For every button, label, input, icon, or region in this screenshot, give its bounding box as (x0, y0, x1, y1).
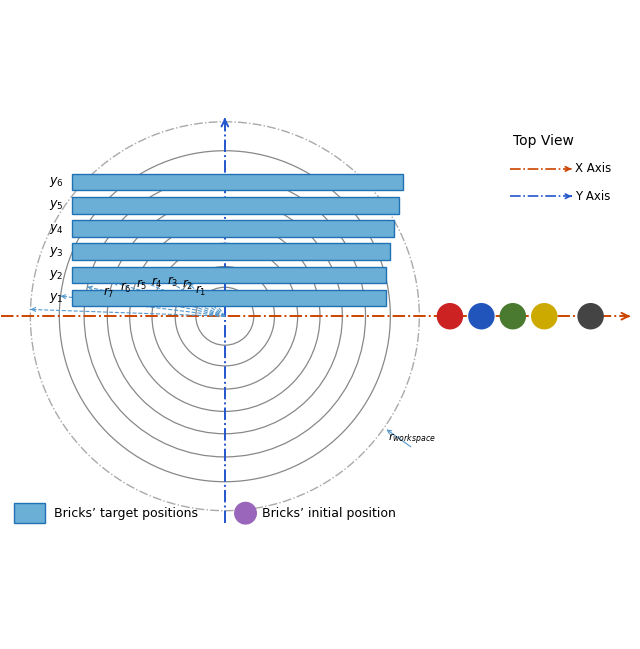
Text: $y_{2}$: $y_{2}$ (49, 268, 63, 282)
Bar (72, 220, 394, 237)
Text: $r_{workspace}$: $r_{workspace}$ (388, 432, 436, 447)
Bar (14, 503, 45, 523)
Text: Y Axis: Y Axis (575, 190, 611, 202)
Text: $y_{4}$: $y_{4}$ (49, 221, 63, 236)
Circle shape (500, 303, 526, 330)
Text: X Axis: X Axis (575, 162, 611, 175)
Text: $r_{5}$: $r_{5}$ (136, 278, 147, 291)
Circle shape (531, 303, 557, 330)
Text: Bricks’ target positions: Bricks’ target positions (54, 507, 198, 520)
Circle shape (468, 303, 495, 330)
Text: $r_{2}$: $r_{2}$ (182, 278, 194, 292)
Circle shape (235, 502, 256, 524)
Text: $y_{3}$: $y_{3}$ (49, 245, 63, 259)
Text: $r_{6}$: $r_{6}$ (120, 280, 131, 295)
Text: $y_{5}$: $y_{5}$ (49, 199, 63, 212)
Text: $r_{7}$: $r_{7}$ (104, 286, 115, 300)
Circle shape (436, 303, 463, 330)
Text: $y_{1}$: $y_{1}$ (49, 291, 63, 305)
Text: $r_{3}$: $r_{3}$ (167, 275, 179, 289)
Bar (72, 289, 386, 306)
Bar (72, 243, 390, 260)
Bar (72, 174, 403, 190)
Bar (72, 197, 399, 214)
Text: $r_{1}$: $r_{1}$ (195, 284, 206, 298)
Circle shape (577, 303, 604, 330)
Text: $y_{6}$: $y_{6}$ (49, 175, 63, 189)
Text: Bricks’ initial position: Bricks’ initial position (262, 507, 396, 520)
Bar (72, 267, 386, 283)
Text: Top View: Top View (513, 134, 574, 148)
Text: $r_{4}$: $r_{4}$ (150, 276, 163, 290)
